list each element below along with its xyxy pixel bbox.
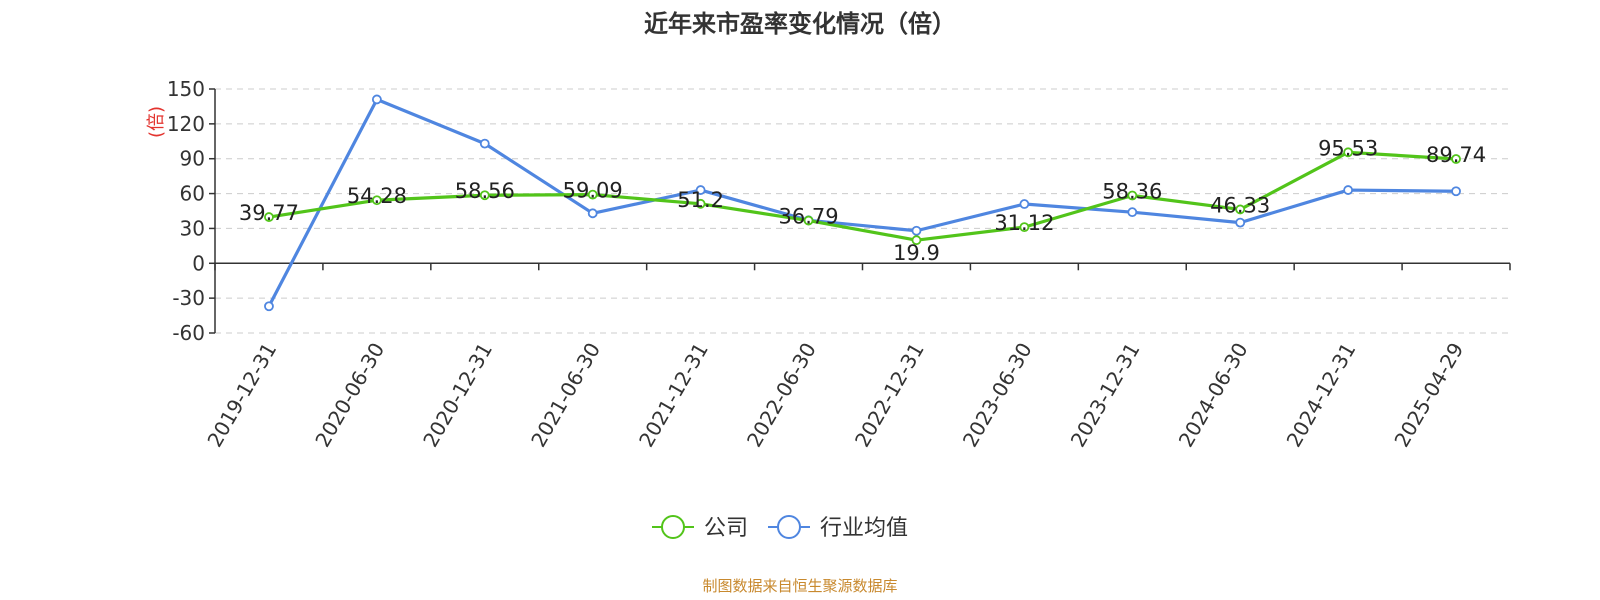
company-data-point[interactable] (1019, 222, 1030, 233)
y-tick-label: 60 (180, 182, 205, 206)
x-tick-label: 2021-12-31 (634, 339, 713, 452)
company-data-label: 36.79 (778, 205, 838, 229)
company-data-label: 95.53 (1318, 136, 1378, 160)
company-data-point[interactable] (695, 198, 706, 209)
industry-avg-data-point[interactable] (1019, 199, 1030, 209)
industry-avg-data-point[interactable] (479, 138, 490, 149)
industry-avg-series-line (267, 97, 1457, 308)
legend-item-company[interactable]: 公司 (652, 515, 748, 541)
industry-avg-data-point[interactable] (1451, 186, 1461, 197)
industry-avg-data-point[interactable] (911, 225, 922, 236)
axes: -60 -30 0 30 60 90 120 150 2019-12-31 2020-06-30 2… (167, 77, 1511, 452)
y-tick-label: 0 (192, 251, 205, 275)
gridlines (215, 88, 1510, 334)
company-data-label: 51.2 (677, 188, 724, 212)
chart-title: 近年来市盈率变化情况（倍） (644, 10, 956, 38)
company-data-label: 54.28 (347, 184, 407, 208)
company-data-point[interactable] (803, 215, 814, 226)
company-data-point[interactable] (371, 195, 382, 206)
x-tick-label: 2020-06-30 (310, 339, 389, 452)
x-tick-label: 2021-06-30 (526, 339, 605, 452)
company-data-point[interactable] (1451, 154, 1461, 164)
company-data-label: 58.56 (455, 179, 515, 203)
legend-circle-marker (777, 515, 801, 539)
y-axis-title: (倍) (146, 106, 167, 138)
y-tick-label: -30 (172, 286, 205, 310)
company-data-label: 59.09 (563, 179, 623, 203)
legend-circle-marker (661, 515, 685, 539)
y-tick-label: 150 (167, 77, 205, 101)
series (264, 94, 1461, 312)
x-tick-label: 2024-06-30 (1174, 339, 1253, 452)
company-data-point[interactable] (1343, 147, 1354, 158)
y-tick-label: 30 (180, 216, 205, 240)
x-tick-label: 2024-12-31 (1282, 339, 1361, 452)
x-tick-label: 2022-12-31 (850, 338, 929, 451)
company-data-point[interactable] (1235, 204, 1246, 215)
x-tick-label: 2020-12-31 (418, 338, 497, 451)
x-tick-label: 2022-06-30 (742, 339, 821, 452)
y-tick-label: -60 (172, 321, 205, 345)
company-data-point[interactable] (587, 189, 598, 200)
legend-label: 公司 (704, 516, 748, 541)
company-data-label: 89.74 (1426, 143, 1486, 167)
legend-label: 行业均值 (820, 516, 908, 541)
y-tick-label: 90 (180, 147, 205, 171)
company-data-label: 31.12 (994, 211, 1054, 235)
industry-avg-data-point[interactable] (695, 185, 706, 195)
legend-item-industry-avg[interactable]: 行业均值 (768, 515, 908, 541)
legend[interactable]: 公司 行业均值 (652, 515, 908, 541)
x-tick-label: 2023-12-31 (1066, 339, 1145, 452)
x-tick-label: 2025-04-29 (1389, 339, 1468, 452)
data-source-note: 制图数据来自恒生聚源数据库 (702, 577, 897, 595)
industry-avg-data-point[interactable] (1235, 217, 1246, 228)
industry-avg-data-point[interactable] (1127, 207, 1138, 218)
y-tick-label: 120 (167, 112, 205, 136)
company-data-point[interactable] (911, 235, 922, 246)
company-data-point[interactable] (1127, 190, 1138, 201)
x-tick-label: 2023-06-30 (958, 339, 1037, 452)
industry-avg-data-point[interactable] (1343, 185, 1354, 195)
company-data-label: 39.77 (239, 201, 299, 225)
company-data-label: 19.9 (893, 241, 940, 265)
company-data-label: 58.36 (1102, 179, 1162, 203)
industry-avg-data-point[interactable] (587, 208, 598, 219)
x-tick-label: 2019-12-31 (202, 339, 281, 452)
data-labels: 39.77 54.28 58.56 59.09 51.2 36.79 19.9 31.12 58… (239, 136, 1486, 265)
industry-avg-data-point[interactable] (264, 301, 274, 312)
company-series-line (268, 150, 1457, 242)
company-data-label: 46.33 (1210, 193, 1270, 217)
company-data-point[interactable] (264, 212, 274, 222)
industry-avg-data-point[interactable] (371, 94, 382, 105)
company-data-point[interactable] (479, 190, 490, 201)
